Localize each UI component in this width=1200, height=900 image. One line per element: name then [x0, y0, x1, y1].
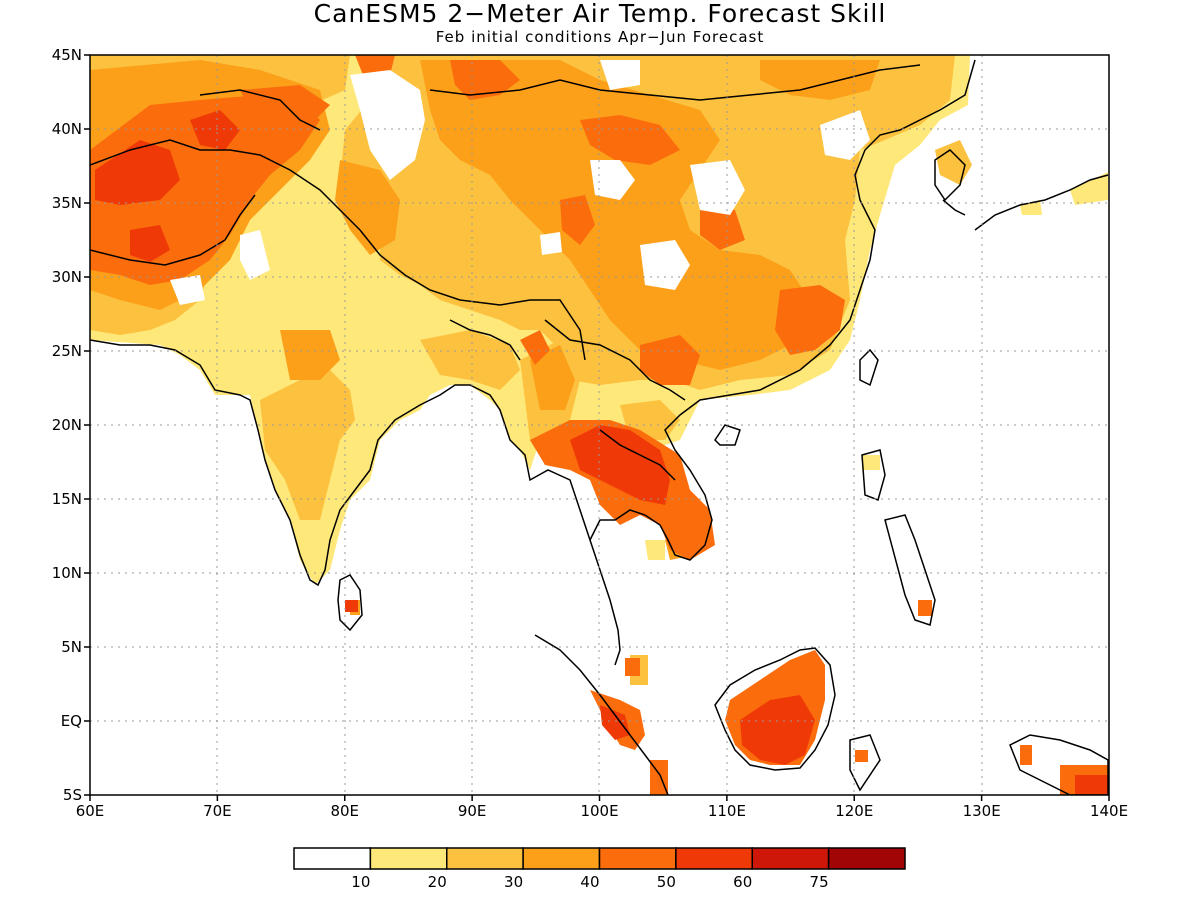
y-tick-label: 40N: [52, 120, 82, 138]
colorbar-swatch: [369, 847, 448, 870]
colorbar-label: 60: [733, 873, 752, 891]
colorbar-label: 30: [504, 873, 523, 891]
coastlines: [90, 59, 1109, 795]
colorbar-swatch: [751, 847, 830, 870]
x-tick-label: 140E: [1090, 802, 1128, 820]
y-tick-label: 45N: [52, 46, 82, 64]
colorbar-label: 20: [428, 873, 447, 891]
colorbar-label: 10: [351, 873, 370, 891]
colorbar-swatch: [522, 847, 601, 870]
colorbar-swatch: [675, 847, 753, 870]
x-tick-label: 60E: [76, 802, 105, 820]
skill-shading: [90, 55, 1108, 795]
colorbar-swatch: [598, 847, 677, 870]
y-tick-label: 25N: [52, 342, 82, 360]
colorbar-label: 40: [580, 873, 599, 891]
y-tick-label: 35N: [52, 194, 82, 212]
y-tick-label: 5N: [61, 638, 82, 656]
colorbar-swatch: [827, 847, 906, 870]
colorbar-swatch: [446, 847, 524, 870]
y-tick-label: 15N: [52, 490, 82, 508]
y-tick-label: 10N: [52, 564, 82, 582]
x-tick-label: 110E: [708, 802, 746, 820]
y-tick-label: 5S: [63, 786, 82, 804]
x-tick-label: 100E: [580, 802, 618, 820]
x-tick-label: 80E: [330, 802, 359, 820]
map-subtitle: Feb initial conditions Apr−Jun Forecast: [435, 28, 765, 46]
gridlines: [90, 55, 1109, 795]
x-tick-label: 120E: [835, 802, 873, 820]
colorbar: 10 20 30 40 50 60 75: [293, 847, 906, 891]
map-title: CanESM5 2−Meter Air Temp. Forecast Skill: [313, 0, 887, 28]
y-axis: 5S EQ 5N 10N 15N 20N 25N 30N 35N 40N 45N: [52, 46, 90, 804]
skill-band-50-60: [95, 110, 1108, 795]
y-tick-label: 20N: [52, 416, 82, 434]
skill-band-below-10: [90, 60, 870, 440]
colorbar-label: 50: [657, 873, 676, 891]
colorbar-label: 75: [810, 873, 829, 891]
x-axis: 60E 70E 80E 90E 100E 110E 120E 130E 140E: [76, 795, 1128, 820]
y-tick-label: 30N: [52, 268, 82, 286]
x-tick-label: 70E: [203, 802, 232, 820]
x-tick-label: 130E: [963, 802, 1001, 820]
y-tick-label: EQ: [61, 712, 82, 730]
x-tick-label: 90E: [458, 802, 487, 820]
colorbar-swatch: [293, 847, 372, 870]
